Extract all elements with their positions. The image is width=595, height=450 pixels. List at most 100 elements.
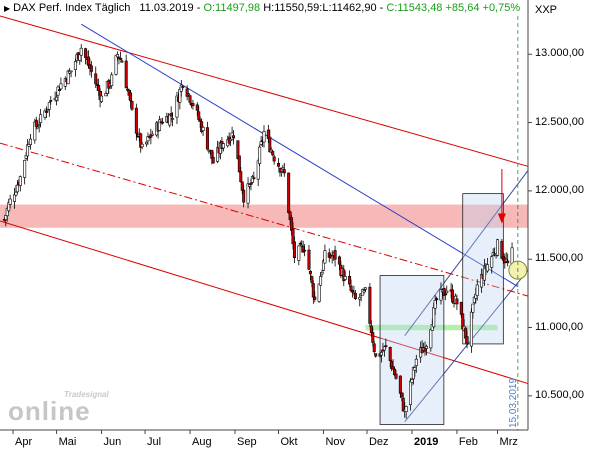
candle-body [56,86,60,96]
candle-body [311,283,315,298]
candle-body [89,65,93,72]
candle-body [252,177,256,179]
candle-body [313,296,317,300]
candle-body [451,289,455,303]
tradesignal-logo: Tradesignal online [8,386,110,426]
symbol-label: XXP [535,4,558,16]
candle-body [59,83,63,90]
candle-body [258,146,262,164]
candle-body [490,256,494,268]
y-tick-label: 12.500,00 [535,115,584,128]
candle-body [298,242,302,245]
logo-brand: Tradesignal [64,390,109,399]
candle-body [28,138,32,146]
candle-body [475,284,479,296]
candle-body [506,260,510,264]
x-tick-label: Feb [458,436,478,448]
upper-channel-line [0,15,529,167]
resistance-band [0,204,528,331]
resistance-band [0,204,528,228]
candle-body [330,256,334,259]
x-tick-label: Aug [192,436,212,448]
candle-body [145,141,149,145]
header-change: +85,64 [445,2,480,14]
candle-body [240,181,244,191]
candle-body [259,141,263,145]
candle-body [34,119,38,127]
candle-body [374,353,378,357]
candle-body [171,118,175,120]
candle-body [134,107,138,134]
candle-body [211,157,215,164]
candle-body [429,329,433,349]
candle-body [37,124,41,126]
x-tick-label: Nov [325,436,346,448]
candle-body [485,264,489,272]
uptrend-channel-line [404,269,529,423]
candle-body [14,191,18,196]
candle-body [44,111,48,113]
candle-body [496,239,500,256]
candle-body [445,290,449,294]
header-low-sep: : [319,2,323,14]
y-tick-label: 13.000,00 [535,47,584,60]
candle-body [307,249,311,270]
candle-body [358,297,362,300]
candle-body [246,183,250,204]
candle-body [84,48,88,58]
candle-body [139,133,143,148]
candle-body [130,101,134,110]
candle-body [239,171,243,183]
candle-body [79,47,83,56]
instrument-title: DAX Perf. Index Täglich [13,2,131,14]
candle-body [272,156,276,162]
candle-body [337,256,341,265]
candle-body [279,171,283,173]
x-tick-label: Jul [147,436,162,448]
logo-text: online [8,396,91,426]
candle-body [188,95,192,103]
candle-body [179,84,183,92]
candle-body [57,89,61,92]
candle-body [382,346,386,351]
axes [0,0,532,434]
header-date: 11.03.2019 [139,2,194,14]
annotations [497,16,528,430]
candle-body [129,92,133,102]
candle-body [282,169,286,174]
candle-body [39,114,43,123]
candle-body [300,244,304,247]
x-tick-label: Sep [236,436,257,448]
candle-body [352,291,356,294]
candle-body [471,303,475,313]
candle-body [47,102,51,110]
collapse-arrow-icon[interactable]: ▶ [4,4,11,13]
candle-body [277,162,281,167]
marker-date: 15.03.2019 [508,352,522,428]
candle-body [8,198,12,205]
candle-body [455,298,459,305]
red-arrow-icon [497,213,506,224]
y-tick-label: 11.500,00 [535,252,584,265]
candle-body [308,270,312,275]
x-tick-label: Okt [280,436,298,448]
candles [2,44,514,419]
candle-body [292,241,296,259]
candle-body [353,293,357,299]
candle-body [388,347,392,361]
candle-body [480,274,484,288]
candle-body [232,135,236,139]
candle-body [349,285,353,291]
candle-body [124,60,128,89]
uptrend-channel-line [404,170,529,337]
candle-body [242,189,246,203]
candle-body [185,88,189,97]
candle-body [114,55,118,75]
candle-body [371,332,375,343]
candle-body [333,250,337,260]
candle-body [500,241,504,259]
candle-body [409,380,413,405]
candle-body [221,143,225,149]
header-close: C:11543,48 [386,2,443,14]
